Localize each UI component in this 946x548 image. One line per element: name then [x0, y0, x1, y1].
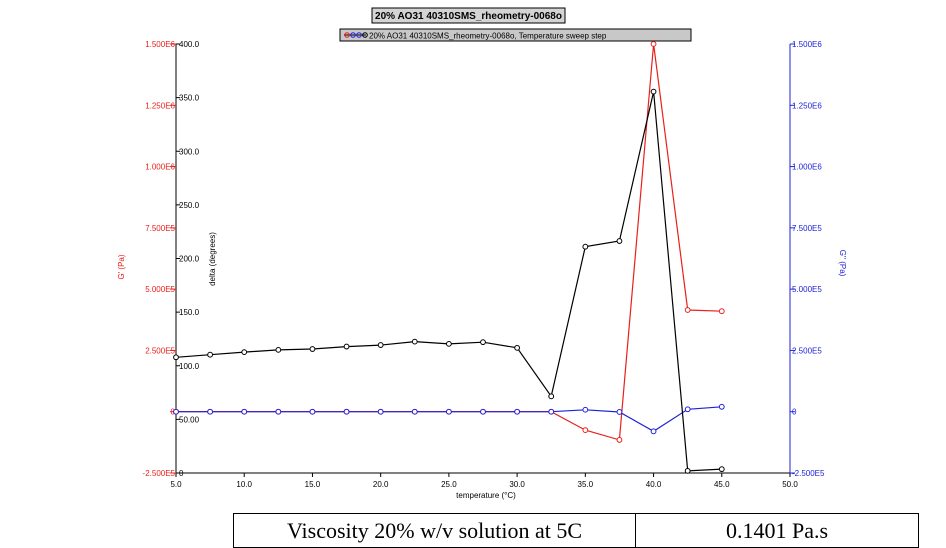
y-right-tick-label: 2.500E5 [792, 346, 822, 355]
data-point-mid [548, 393, 555, 400]
data-point-left [718, 308, 725, 315]
data-point-right [616, 409, 623, 415]
data-point-mid [241, 349, 248, 356]
data-point-mid [343, 343, 350, 350]
y-right-tick-label: 7.500E5 [792, 224, 822, 233]
data-point-mid [514, 344, 521, 351]
data-point-mid [377, 342, 384, 348]
series-line-left [176, 43, 722, 441]
data-point-mid [582, 243, 589, 250]
legend-box [339, 28, 692, 42]
data-point-right [377, 408, 384, 415]
data-point-right [480, 408, 486, 415]
data-point-right [241, 408, 248, 415]
data-point-left [650, 41, 657, 47]
x-tick-label: 10.0 [236, 480, 252, 489]
y-mid-tick-label: 200.0 [179, 255, 200, 264]
y-left-axis-label: G' (Pa) [117, 254, 126, 279]
viscosity-label: Viscosity 20% w/v solution at 5C [233, 513, 636, 548]
data-point-mid [275, 346, 282, 353]
y-left-tick-label: 7.500E5 [145, 224, 175, 233]
y-left-tick-label: 2.500E5 [145, 346, 175, 355]
y-mid-tick-label: 150.0 [179, 308, 200, 317]
legend-marker [344, 32, 368, 38]
y-right-tick-label: -2.500E5 [792, 469, 825, 478]
viscosity-value: 0.1401 Pa.s [635, 513, 919, 548]
y-mid-tick-label: 300.0 [179, 147, 200, 156]
y-left-tick-label: 5.000E5 [145, 285, 175, 294]
y-mid-tick-label: 350.0 [179, 94, 200, 103]
y-right-tick-label: 1.250E6 [792, 101, 822, 110]
data-point-right [411, 408, 418, 415]
rheometry-chart: 20% AO31 40310SMS_rheometry-0068o 20% AO… [117, 7, 847, 500]
data-point-mid [718, 466, 725, 473]
chart-title-box [371, 7, 566, 24]
y-mid-tick-label: 400.0 [179, 40, 200, 49]
plot-group [173, 41, 725, 474]
axes-group: 5.0 10.0 15.0 20.0 25.0 30.0 35.0 40.0 45.0 50.0 1… [143, 40, 825, 489]
data-point-right [445, 408, 452, 415]
y-right-axis-label: G'' (Pa) [838, 250, 847, 277]
data-point-right [207, 408, 214, 415]
data-point-right [582, 406, 589, 413]
data-point-right [718, 403, 725, 410]
data-point-mid [684, 467, 691, 474]
viscosity-table: Viscosity 20% w/v solution at 5C 0.1401 … [233, 513, 919, 548]
data-point-mid [207, 351, 214, 358]
data-point-right [173, 408, 179, 415]
data-point-right [684, 406, 691, 413]
data-point-mid [309, 346, 316, 352]
y-mid-tick-label: 0 [179, 469, 184, 478]
y-left-tick-label: -2.500E5 [143, 469, 176, 478]
data-point-right [275, 408, 282, 415]
data-point-left [616, 437, 623, 443]
data-point-mid [411, 338, 418, 345]
data-point-mid [445, 340, 452, 347]
y-left-tick-label: 1.250E6 [145, 101, 175, 110]
data-point-mid [480, 339, 486, 346]
y-right-tick-label: 1.500E6 [792, 40, 822, 49]
y-right-tick-label: 5.000E5 [792, 285, 822, 294]
y-left-tick-label: 1.500E6 [145, 40, 175, 49]
data-point-mid [616, 238, 623, 244]
data-point-left [582, 427, 589, 434]
x-tick-label: 5.0 [170, 480, 182, 489]
y-mid-tick-label: 50.00 [179, 415, 200, 424]
x-tick-label: 15.0 [305, 480, 321, 489]
data-point-right [309, 408, 316, 415]
y-right-tick-label: 0 [792, 408, 797, 417]
data-point-left [684, 307, 691, 313]
y-mid-tick-label: 100.0 [179, 362, 200, 371]
x-tick-label: 35.0 [578, 480, 594, 489]
x-tick-label: 20.0 [373, 480, 389, 489]
y-left-tick-label: 0 [171, 408, 176, 417]
data-point-right [343, 408, 350, 415]
legend-text: 20% AO31 40310SMS_rheometry-0068o, Tempe… [369, 32, 607, 41]
x-tick-label: 45.0 [714, 480, 730, 489]
y-right-tick-label: 1.000E6 [792, 163, 822, 172]
chart-title: 20% AO31 40310SMS_rheometry-0068o [375, 11, 562, 22]
x-tick-label: 30.0 [509, 480, 525, 489]
y-left-tick-label: 1.000E6 [145, 163, 175, 172]
data-point-mid [173, 354, 179, 361]
data-point-right [548, 408, 555, 415]
viscosity-row: Viscosity 20% w/v solution at 5C 0.1401 … [233, 513, 919, 548]
x-axis-label: temperature (°C) [456, 491, 516, 500]
x-tick-label: 50.0 [782, 480, 798, 489]
y-mid-axis-label: delta (degrees) [208, 232, 217, 286]
data-point-right [650, 428, 657, 435]
data-point-mid [650, 88, 657, 95]
x-tick-label: 25.0 [441, 480, 457, 489]
data-point-right [514, 408, 521, 415]
x-tick-label: 40.0 [646, 480, 662, 489]
y-mid-tick-label: 250.0 [179, 201, 200, 210]
